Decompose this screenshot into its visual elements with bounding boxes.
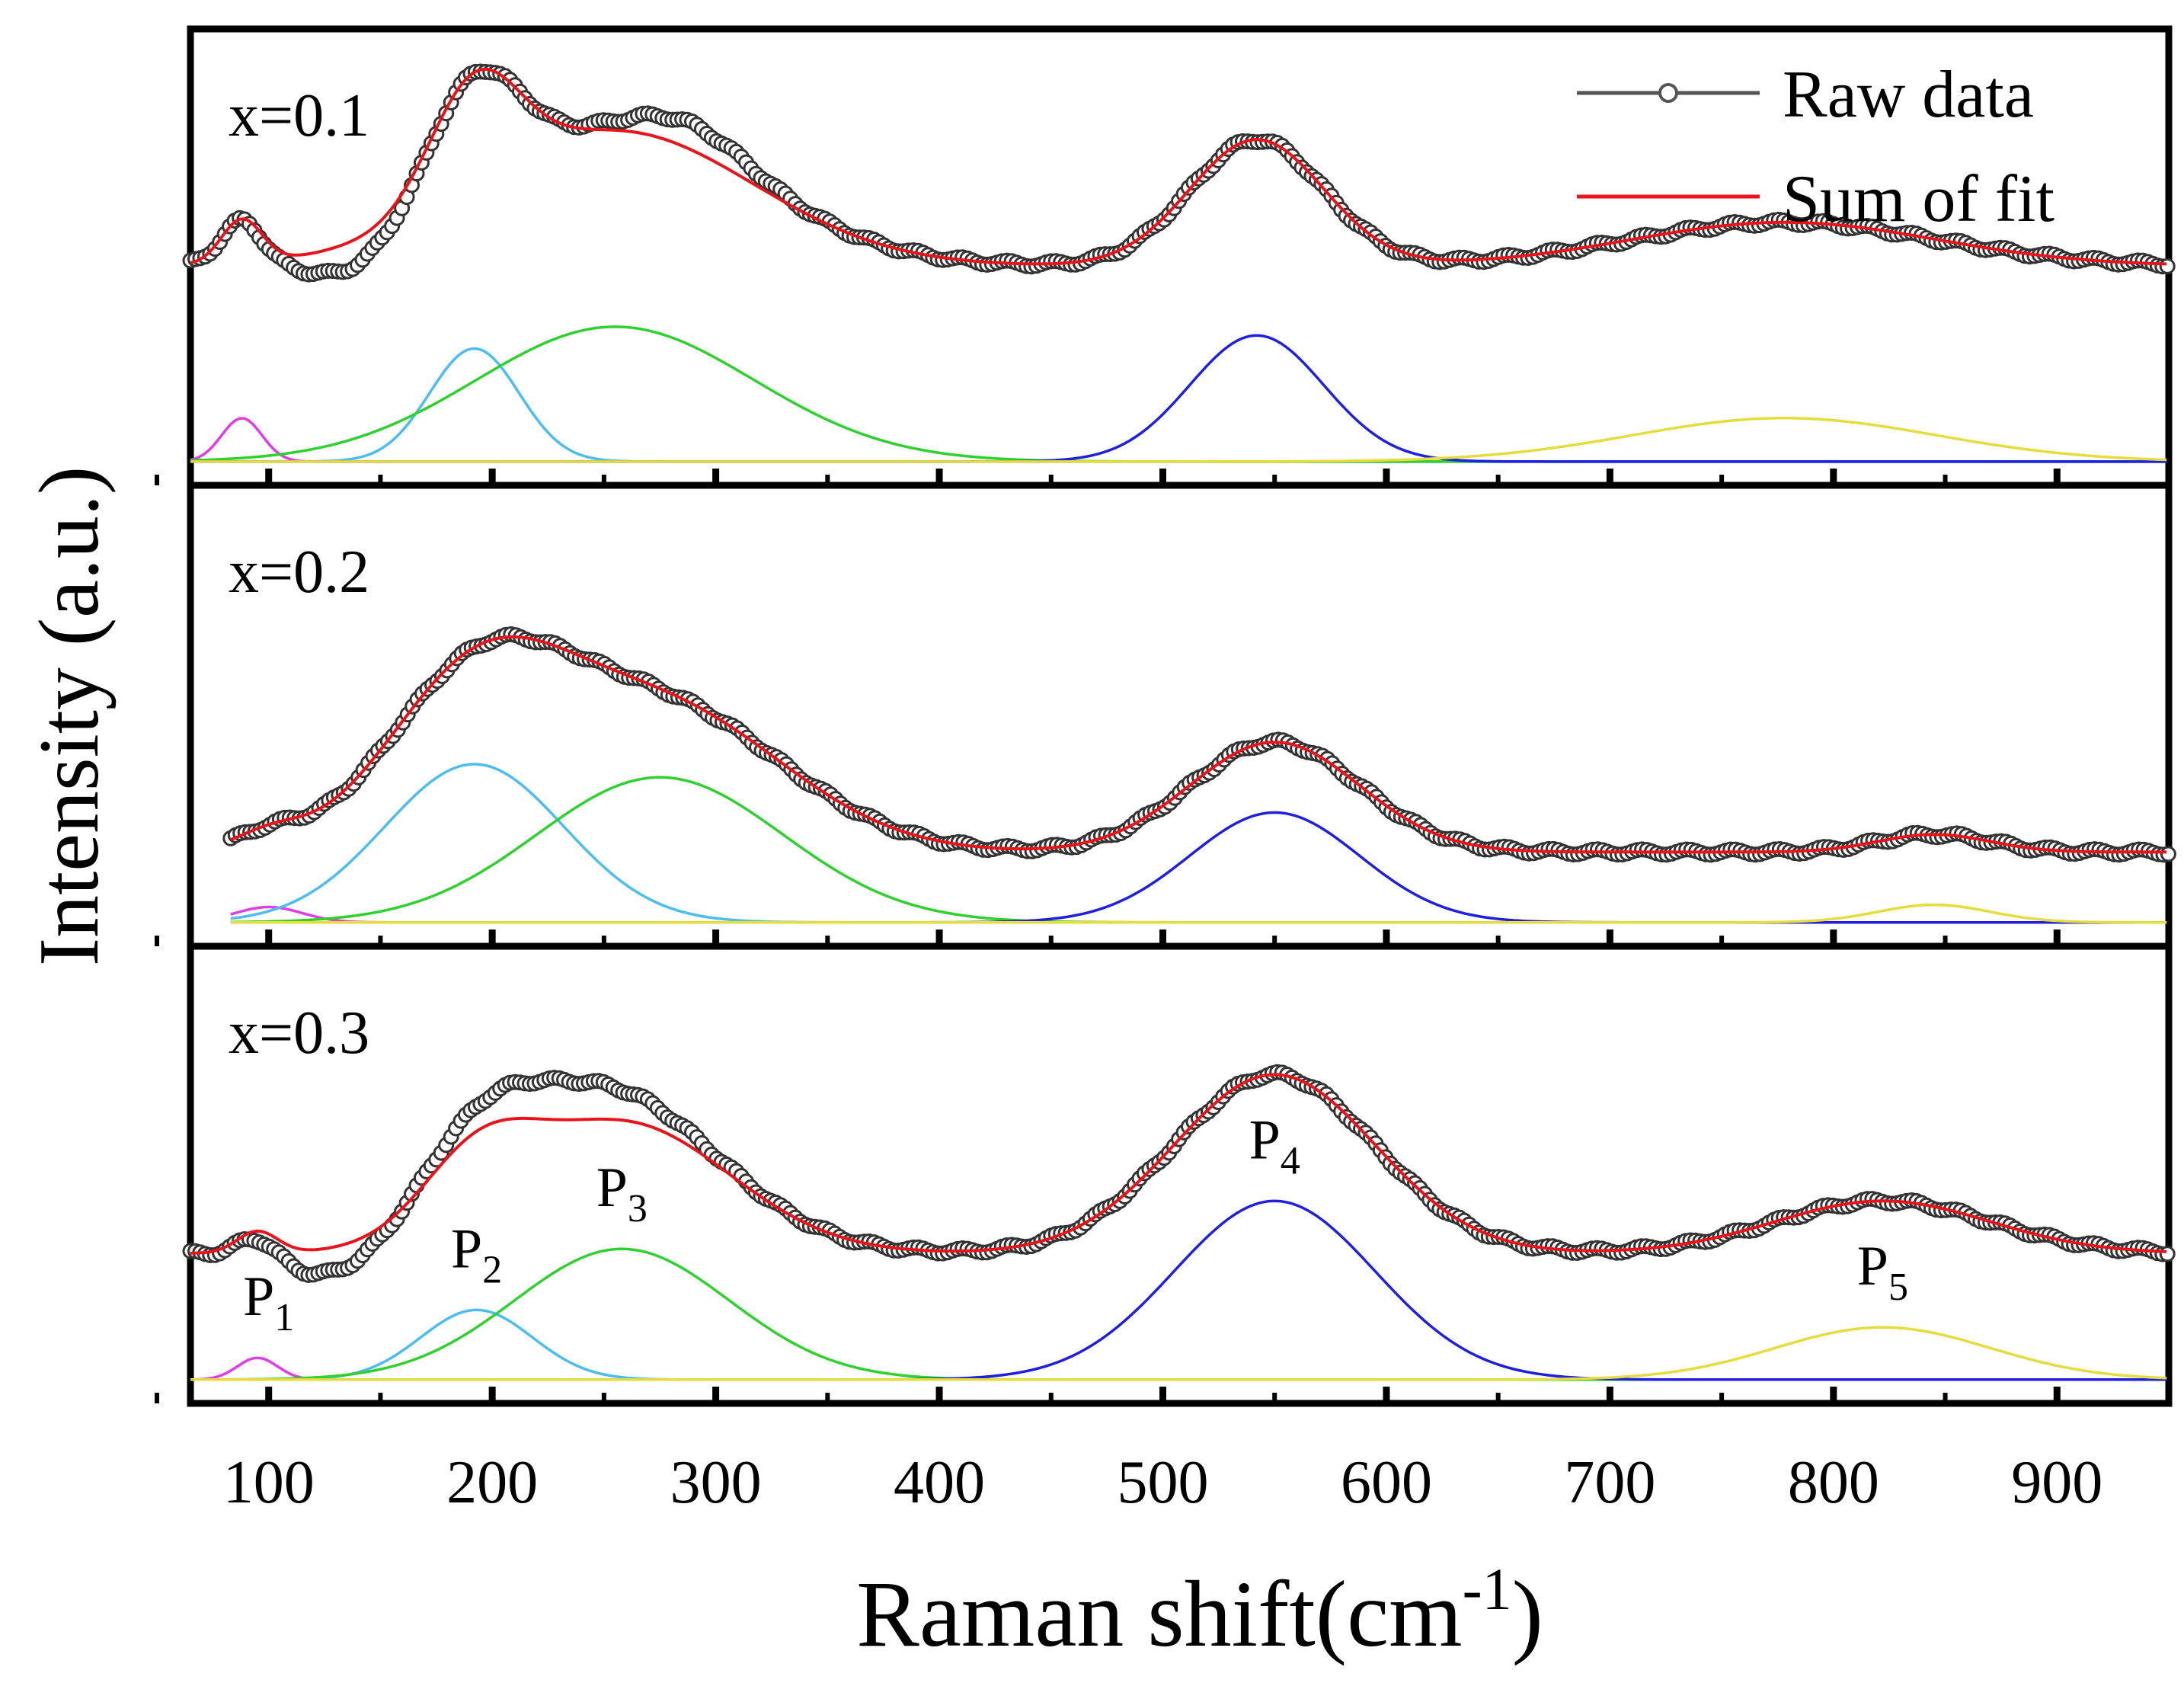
panel-label: x=0.3 bbox=[229, 1000, 369, 1067]
peak-component-p2 bbox=[190, 347, 2167, 463]
raw-data-point bbox=[2160, 846, 2176, 862]
peak-label-letter: P bbox=[1249, 1109, 1281, 1171]
raw-data-point bbox=[2159, 1246, 2176, 1262]
x-tick-labels: 100 200 300 400 500 600 700 800 900 bbox=[223, 1449, 2103, 1516]
peak-label-p4: P4 bbox=[1249, 1109, 1300, 1182]
x-tick-label: 300 bbox=[670, 1449, 762, 1516]
raw-data-point bbox=[2159, 258, 2176, 274]
peak-component-p1 bbox=[190, 1356, 2167, 1381]
x-tick-label: 700 bbox=[1564, 1449, 1655, 1516]
x-axis-title-main: Raman shift(cm bbox=[856, 1562, 1462, 1666]
peak-label-subscript: 5 bbox=[1888, 1265, 1908, 1309]
x-tick-label: 600 bbox=[1341, 1449, 1432, 1516]
x-tick-label: 200 bbox=[446, 1449, 538, 1516]
peak-component-p5 bbox=[230, 903, 2167, 924]
sum-of-fit-line bbox=[190, 1073, 2167, 1255]
peak-label-subscript: 4 bbox=[1281, 1139, 1300, 1182]
panel-x-0-1: x=0.1 bbox=[154, 25, 2176, 489]
x-tick-label: 800 bbox=[1788, 1449, 1879, 1516]
peak-component-p4 bbox=[230, 811, 2167, 924]
peak-component-p1 bbox=[230, 905, 2167, 924]
x-tick-label: 100 bbox=[223, 1449, 315, 1516]
panel-label: x=0.2 bbox=[229, 539, 369, 606]
panel-frame bbox=[187, 482, 2173, 950]
panel-x-0-3: x=0.3 bbox=[154, 942, 2176, 1407]
legend-raw-data-marker bbox=[1658, 83, 1678, 103]
peak-component-p5 bbox=[190, 417, 2167, 463]
panel-frame bbox=[187, 942, 2173, 1407]
sum-of-fit-line bbox=[230, 635, 2167, 854]
x-tick-label: 900 bbox=[2011, 1449, 2102, 1516]
peak-label-p3: P3 bbox=[596, 1157, 648, 1230]
panel-x-0-2: x=0.2 bbox=[154, 482, 2176, 950]
raw-data-series bbox=[222, 626, 2176, 863]
peak-label-subscript: 3 bbox=[628, 1187, 648, 1230]
x-axis-title-close: ) bbox=[1512, 1562, 1543, 1666]
peak-label-subscript: 1 bbox=[274, 1296, 294, 1339]
sum-of-fit-line bbox=[190, 67, 2167, 266]
peak-component-p5 bbox=[190, 1326, 2167, 1381]
legend-raw-data-label: Raw data bbox=[1783, 58, 2034, 132]
peak-label-letter: P bbox=[243, 1265, 274, 1328]
peak-label-p1: P1 bbox=[243, 1265, 294, 1339]
peak-label-p2: P2 bbox=[451, 1217, 502, 1291]
peak-label-letter: P bbox=[451, 1217, 482, 1280]
legend: Raw data Sum of fit bbox=[1577, 58, 2054, 236]
panel-label: x=0.1 bbox=[229, 82, 369, 149]
peak-label-subscript: 2 bbox=[482, 1248, 502, 1291]
peak-label-letter: P bbox=[596, 1157, 628, 1219]
x-axis-title-superscript: -1 bbox=[1463, 1556, 1512, 1622]
peak-label-p5: P5 bbox=[1857, 1235, 1908, 1309]
y-axis-title: Intensity (a.u.) bbox=[22, 466, 117, 966]
x-tick-label: 400 bbox=[894, 1449, 985, 1516]
x-tick-label: 500 bbox=[1117, 1449, 1208, 1516]
x-axis-title: Raman shift(cm-1) bbox=[856, 1556, 1543, 1666]
legend-sum-of-fit-label: Sum of fit bbox=[1783, 162, 2054, 236]
peak-label-letter: P bbox=[1857, 1235, 1888, 1297]
peak-component-p3 bbox=[190, 325, 2167, 463]
